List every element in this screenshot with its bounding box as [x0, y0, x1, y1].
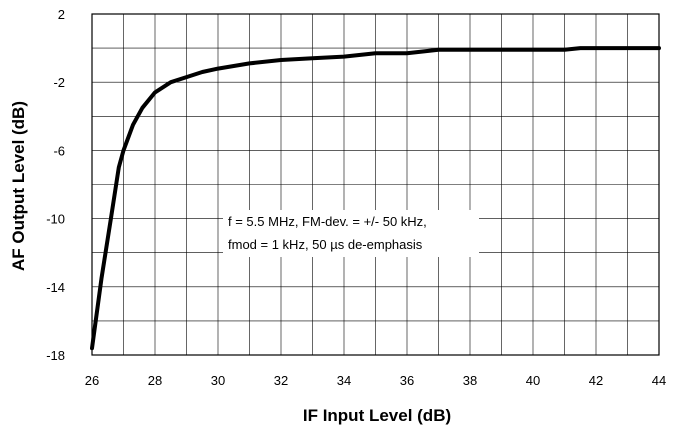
- y-tick-label: -10: [46, 212, 65, 227]
- x-tick-label: 34: [337, 373, 351, 388]
- grid-lines: [91, 13, 660, 356]
- x-tick-label: 28: [148, 373, 162, 388]
- y-axis-title: AF Output Level (dB): [9, 101, 28, 271]
- annotation-line-2: fmod = 1 kHz, 50 µs de-emphasis: [228, 237, 423, 252]
- x-tick-label: 44: [652, 373, 666, 388]
- series-line: [90, 46, 661, 351]
- x-tick-label: 36: [400, 373, 414, 388]
- x-tick-label: 38: [463, 373, 477, 388]
- x-tick-label: 40: [526, 373, 540, 388]
- x-tick-label: 32: [274, 373, 288, 388]
- x-tick-label: 26: [85, 373, 99, 388]
- x-tick-labels: 26 28 30 32 34 36 38 40 42 44: [85, 373, 666, 388]
- y-tick-labels: 2 -2 -6 -10 -14 -18: [46, 7, 65, 363]
- plot-frame: [91, 13, 660, 356]
- y-tick-label: -2: [53, 75, 65, 90]
- x-tick-label: 30: [211, 373, 225, 388]
- x-axis-title: IF Input Level (dB): [303, 406, 451, 425]
- series-group: [90, 46, 661, 351]
- y-tick-label: -14: [46, 280, 65, 295]
- y-tick-label: -18: [46, 348, 65, 363]
- annotation-line-1: f = 5.5 MHz, FM-dev. = +/- 50 kHz,: [228, 214, 427, 229]
- y-tick-label: -6: [53, 143, 65, 158]
- y-tick-label: 2: [58, 7, 65, 22]
- x-tick-label: 42: [589, 373, 603, 388]
- annotation-box: f = 5.5 MHz, FM-dev. = +/- 50 kHz, fmod …: [223, 210, 479, 257]
